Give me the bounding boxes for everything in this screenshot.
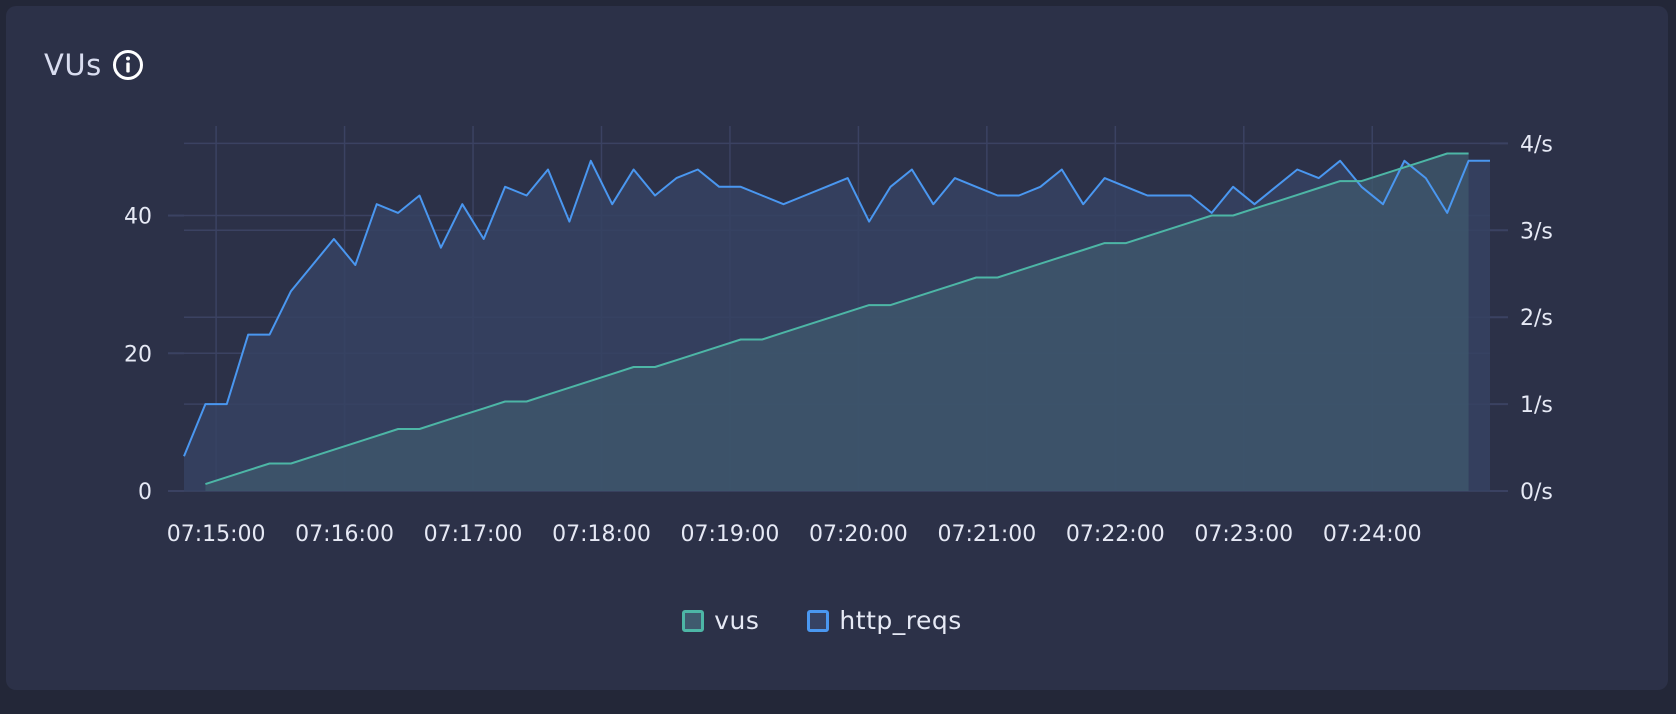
vus-series-area — [205, 153, 1469, 491]
y-right-tick-label: 3/s — [1520, 219, 1553, 244]
panel-header: VUs — [44, 48, 144, 82]
chart-legend: vus http_reqs — [0, 606, 1660, 635]
x-tick-label: 07:19:00 — [681, 522, 780, 547]
x-tick-label: 07:18:00 — [552, 522, 651, 547]
legend-item-vus[interactable]: vus — [682, 606, 759, 635]
panel-title: VUs — [44, 48, 102, 82]
vus-chart: 07:15:00 07:16:00 07:17:00 07:18:00 07:19:00… — [124, 126, 1553, 547]
y-left-tick-label: 0 — [138, 480, 152, 505]
series-lines — [183, 152, 1490, 486]
legend-swatch-vus — [682, 609, 705, 632]
x-tick-label: 07:17:00 — [424, 522, 523, 547]
y-right-tick-label: 0/s — [1520, 480, 1553, 505]
legend-item-http-reqs[interactable]: http_reqs — [807, 606, 961, 635]
series-areas — [184, 153, 1490, 492]
legend-label-vus: vus — [714, 606, 760, 635]
http-reqs-series-line — [183, 159, 1490, 457]
y-left-tick-label: 40 — [124, 205, 152, 230]
y-right-tick-label: 2/s — [1520, 306, 1553, 331]
y-right-tick-label: 1/s — [1520, 393, 1553, 418]
x-tick-label: 07:23:00 — [1194, 522, 1293, 547]
legend-label-http-reqs: http_reqs — [839, 606, 962, 635]
y-right-tick-label: 4/s — [1520, 132, 1553, 157]
vus-series-line — [205, 152, 1469, 486]
x-tick-label: 07:21:00 — [937, 522, 1036, 547]
x-tick-label: 07:16:00 — [295, 522, 394, 547]
y-left-tick-label: 20 — [124, 342, 152, 367]
x-tick-label: 07:20:00 — [809, 522, 908, 547]
info-icon[interactable] — [112, 49, 144, 81]
legend-swatch-http-reqs — [807, 609, 830, 632]
axes: 07:15:00 07:16:00 07:17:00 07:18:00 07:19:00… — [124, 132, 1553, 547]
x-tick-label: 07:24:00 — [1323, 522, 1422, 547]
x-tick-label: 07:15:00 — [167, 522, 266, 547]
x-tick-label: 07:22:00 — [1066, 522, 1165, 547]
